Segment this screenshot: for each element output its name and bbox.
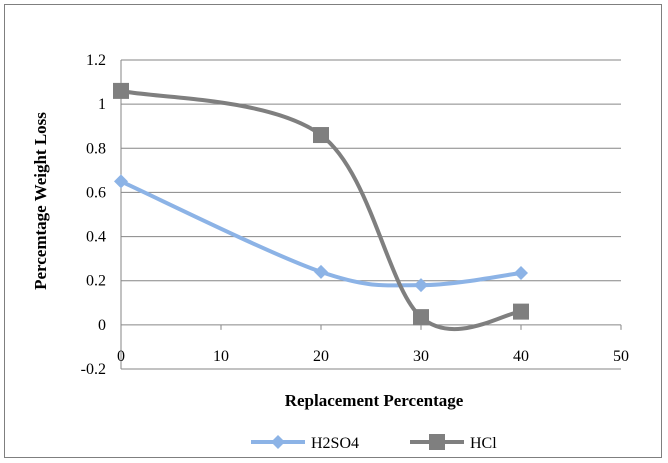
data-point-hcl [313, 127, 329, 144]
legend-marker [429, 434, 445, 450]
legend: H2SO4 HCl [251, 434, 497, 452]
series-line-h2so4 [119, 179, 523, 288]
x-tick-label: 50 [613, 348, 629, 365]
x-tick-label: 40 [513, 348, 529, 365]
x-tick-label: 0 [117, 348, 125, 365]
y-tick-label: 1.2 [86, 52, 106, 69]
y-tick-label: -0.2 [81, 361, 106, 378]
data-point-h2so4 [314, 264, 328, 279]
data-point-hcl [513, 303, 529, 320]
line-chart: -0.2 0 0.2 0.4 0.6 0.8 1 1.2 0 10 20 30 40 50 Percemt… [31, 52, 629, 452]
y-tick-label: 0.6 [86, 184, 106, 201]
y-tick-label: 0.4 [86, 229, 106, 246]
x-tick-label: 20 [313, 348, 329, 365]
x-tick-label: 30 [413, 348, 429, 365]
x-axis-title: Replacement Percentage [285, 391, 464, 410]
series-line-hcl [119, 88, 523, 331]
legend-label: HCl [470, 435, 497, 452]
data-point-h2so4 [414, 278, 428, 293]
y-tick-label: 0.8 [86, 140, 106, 157]
data-point-h2so4 [114, 174, 128, 189]
y-tick-label: 0 [98, 317, 106, 334]
legend-marker [271, 435, 285, 449]
data-point-hcl [413, 309, 429, 326]
legend-label: H2SO4 [311, 435, 359, 452]
y-axis-title: Percemtage Weight Loss [31, 112, 50, 290]
data-point-hcl [113, 82, 129, 99]
y-tick-label: 0.2 [86, 273, 106, 290]
x-tick-label: 10 [213, 348, 229, 365]
y-tick-label: 1 [98, 96, 106, 113]
data-point-h2so4 [514, 265, 528, 280]
chart-area: -0.2 0 0.2 0.4 0.6 0.8 1 1.2 0 10 20 30 40 50 Percemt… [4, 4, 662, 458]
